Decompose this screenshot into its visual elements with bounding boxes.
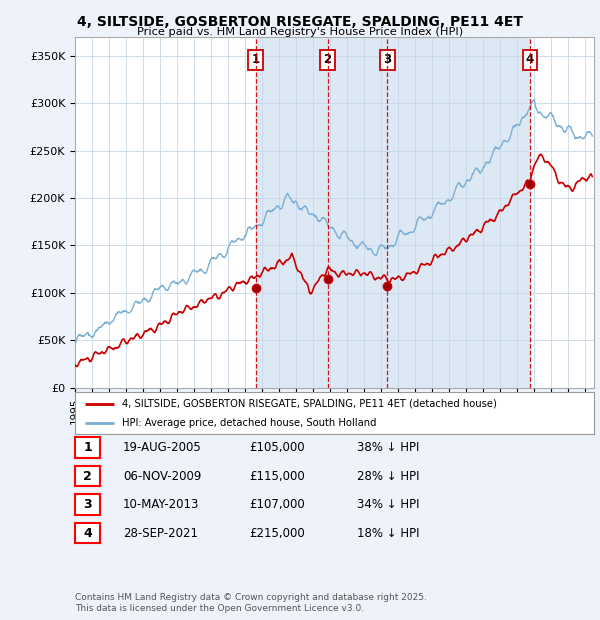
Text: 10-MAY-2013: 10-MAY-2013 [123, 498, 199, 511]
Text: £105,000: £105,000 [249, 441, 305, 454]
Bar [256, 37, 530, 387]
Text: 2: 2 [323, 53, 332, 66]
Text: 4: 4 [83, 527, 92, 539]
Text: 06-NOV-2009: 06-NOV-2009 [123, 470, 202, 482]
Text: HPI: Average price, detached house, South Holland: HPI: Average price, detached house, Sout… [122, 418, 376, 428]
Text: 19-AUG-2005: 19-AUG-2005 [123, 441, 202, 454]
Text: £215,000: £215,000 [249, 527, 305, 539]
Text: Price paid vs. HM Land Registry's House Price Index (HPI): Price paid vs. HM Land Registry's House … [137, 27, 463, 37]
Text: Contains HM Land Registry data © Crown copyright and database right 2025.
This d: Contains HM Land Registry data © Crown c… [75, 593, 427, 613]
Text: £107,000: £107,000 [249, 498, 305, 511]
Text: 28% ↓ HPI: 28% ↓ HPI [357, 470, 419, 482]
Text: 1: 1 [251, 53, 260, 66]
Text: 18% ↓ HPI: 18% ↓ HPI [357, 527, 419, 539]
Text: 3: 3 [83, 498, 92, 511]
Text: 28-SEP-2021: 28-SEP-2021 [123, 527, 198, 539]
Text: 38% ↓ HPI: 38% ↓ HPI [357, 441, 419, 454]
Text: 4: 4 [526, 53, 534, 66]
Text: 3: 3 [383, 53, 391, 66]
Text: 34% ↓ HPI: 34% ↓ HPI [357, 498, 419, 511]
Text: 2: 2 [83, 470, 92, 482]
Text: 4, SILTSIDE, GOSBERTON RISEGATE, SPALDING, PE11 4ET: 4, SILTSIDE, GOSBERTON RISEGATE, SPALDIN… [77, 16, 523, 30]
Text: 1: 1 [83, 441, 92, 454]
Text: 4, SILTSIDE, GOSBERTON RISEGATE, SPALDING, PE11 4ET (detached house): 4, SILTSIDE, GOSBERTON RISEGATE, SPALDIN… [122, 399, 497, 409]
Text: £115,000: £115,000 [249, 470, 305, 482]
